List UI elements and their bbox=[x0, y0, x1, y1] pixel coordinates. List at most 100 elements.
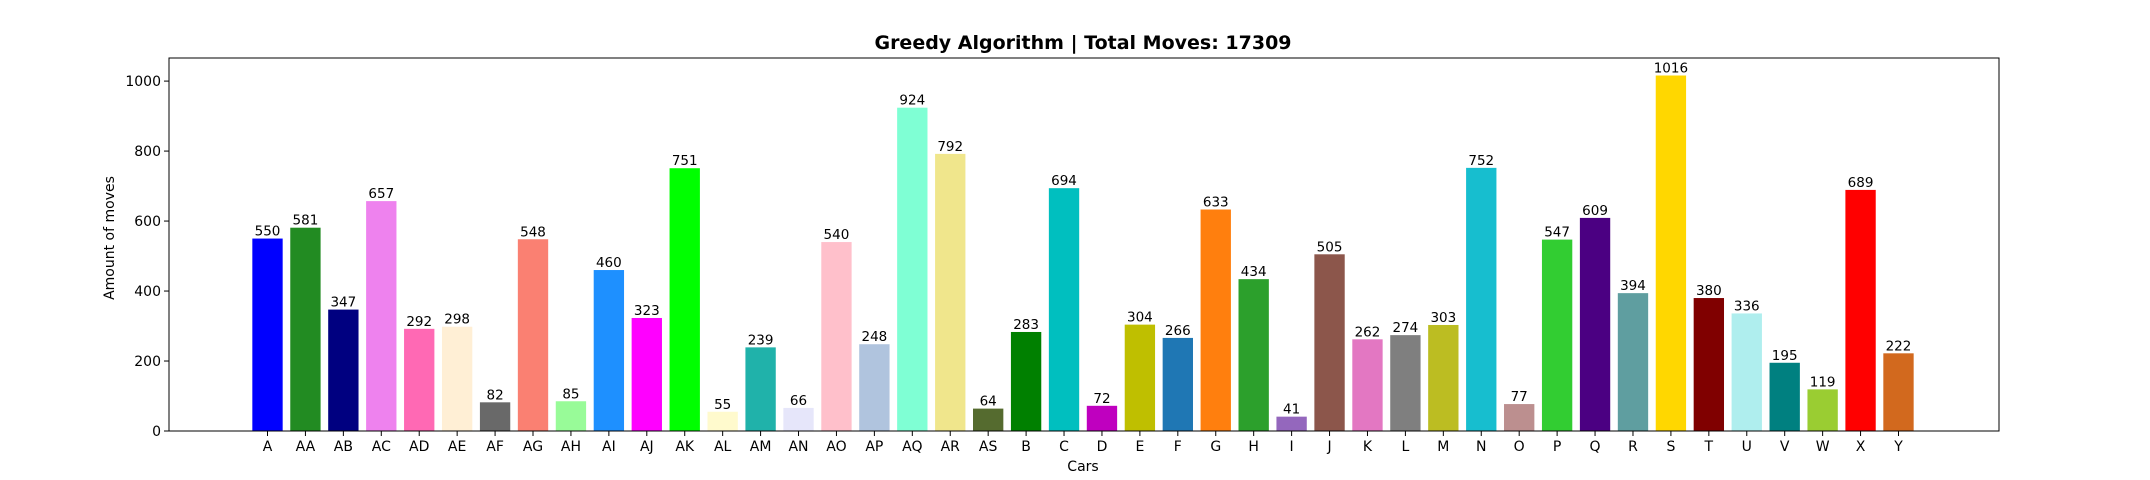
plot-frame bbox=[168, 57, 2000, 432]
x-tick-label-n: N bbox=[1476, 439, 1486, 455]
x-tick-label-v: V bbox=[1780, 439, 1790, 455]
x-tick-label-p: P bbox=[1553, 439, 1561, 455]
bar-n bbox=[1466, 167, 1497, 431]
x-tick-label-x: X bbox=[1856, 439, 1866, 455]
x-tick-label-f: F bbox=[1174, 439, 1182, 455]
bar-s bbox=[1655, 75, 1687, 431]
value-label-t: 380 bbox=[1696, 283, 1722, 299]
x-tick-label-j: J bbox=[1326, 439, 1331, 455]
value-label-aq: 924 bbox=[899, 93, 925, 109]
x-tick-label-ah: AH bbox=[561, 439, 581, 455]
value-label-o: 77 bbox=[1511, 389, 1528, 405]
value-label-ar: 792 bbox=[937, 139, 963, 155]
x-tick-label-c: C bbox=[1059, 439, 1069, 455]
value-label-r: 394 bbox=[1620, 278, 1646, 294]
value-label-ah: 85 bbox=[562, 386, 579, 402]
bar-p bbox=[1541, 239, 1573, 431]
x-tick-label-m: M bbox=[1437, 439, 1449, 455]
x-tick-label-aj: AJ bbox=[640, 439, 654, 455]
bar-u bbox=[1731, 313, 1762, 431]
value-label-h: 434 bbox=[1241, 264, 1267, 280]
x-tick-label-an: AN bbox=[788, 439, 808, 455]
value-label-aa: 581 bbox=[293, 213, 319, 229]
bar-ai bbox=[593, 270, 625, 431]
x-tick-label-am: AM bbox=[750, 439, 772, 455]
x-tick-label-i: I bbox=[1290, 439, 1294, 455]
x-tick-label-ak: AK bbox=[675, 439, 695, 455]
x-tick-label-al: AL bbox=[714, 439, 732, 455]
value-label-ai: 460 bbox=[596, 255, 622, 271]
value-label-ae: 298 bbox=[444, 312, 470, 328]
value-label-a: 550 bbox=[255, 224, 281, 240]
bar-ab bbox=[328, 309, 359, 431]
x-tick-label-ad: AD bbox=[409, 439, 429, 455]
x-tick-label-af: AF bbox=[486, 439, 504, 455]
bar-t bbox=[1693, 298, 1725, 431]
x-tick-label-ao: AO bbox=[826, 439, 846, 455]
x-axis-label: Cars bbox=[1067, 459, 1098, 475]
x-tick-label-ae: AE bbox=[448, 439, 466, 455]
x-tick-label-ap: AP bbox=[865, 439, 883, 455]
value-label-w: 119 bbox=[1810, 374, 1836, 390]
value-label-n: 752 bbox=[1468, 153, 1494, 169]
bar-ad bbox=[404, 328, 435, 431]
bar-aj bbox=[631, 317, 662, 431]
bar-y bbox=[1883, 353, 1914, 431]
plot-area: 550A581AA347AB657AC292AD298AE82AF548AG85… bbox=[125, 57, 2000, 455]
bar-k bbox=[1352, 339, 1383, 431]
value-label-ap: 248 bbox=[861, 329, 887, 345]
bar-w bbox=[1807, 389, 1838, 431]
x-tick-label-aa: AA bbox=[296, 439, 316, 455]
value-label-l: 274 bbox=[1393, 320, 1419, 336]
x-tick-label-h: H bbox=[1248, 439, 1259, 455]
value-label-al: 55 bbox=[714, 397, 731, 413]
bar-al bbox=[707, 411, 738, 431]
bar-ah bbox=[555, 401, 587, 431]
x-tick-label-e: E bbox=[1135, 439, 1144, 455]
bar-ac bbox=[366, 201, 397, 431]
bar-d bbox=[1086, 405, 1118, 431]
value-label-i: 41 bbox=[1283, 402, 1300, 418]
bar-as bbox=[973, 408, 1004, 431]
value-label-m: 303 bbox=[1430, 310, 1456, 326]
bar-ar bbox=[935, 153, 966, 431]
x-tick-label-ac: AC bbox=[372, 439, 391, 455]
value-label-d: 72 bbox=[1093, 391, 1110, 407]
bar-an bbox=[783, 407, 814, 431]
value-label-e: 304 bbox=[1127, 310, 1153, 326]
value-label-f: 266 bbox=[1165, 323, 1191, 339]
bar-r bbox=[1617, 293, 1649, 431]
bar-j bbox=[1314, 254, 1345, 431]
value-label-j: 505 bbox=[1317, 239, 1343, 255]
value-label-p: 547 bbox=[1544, 225, 1570, 241]
y-tick-label-1000: 1000 bbox=[125, 74, 161, 90]
x-tick-label-y: Y bbox=[1893, 439, 1903, 455]
value-label-k: 262 bbox=[1355, 324, 1381, 340]
value-label-af: 82 bbox=[486, 387, 503, 403]
y-tick-label-200: 200 bbox=[134, 354, 161, 370]
bar-ae bbox=[441, 326, 473, 431]
value-label-g: 633 bbox=[1203, 195, 1229, 211]
x-tick-label-ab: AB bbox=[334, 439, 353, 455]
value-label-ak: 751 bbox=[672, 153, 698, 169]
chart-title: Greedy Algorithm | Total Moves: 17309 bbox=[874, 32, 1291, 54]
bar-ap bbox=[859, 344, 890, 431]
y-tick-label-600: 600 bbox=[134, 214, 161, 230]
bar-ag bbox=[517, 239, 549, 431]
bar-ao bbox=[821, 242, 852, 431]
value-label-aj: 323 bbox=[634, 303, 660, 319]
x-tick-label-k: K bbox=[1363, 439, 1373, 455]
value-label-am: 239 bbox=[748, 332, 774, 348]
bar-m bbox=[1428, 324, 1459, 431]
x-tick-label-o: O bbox=[1514, 439, 1525, 455]
x-tick-label-l: L bbox=[1401, 439, 1409, 455]
x-tick-label-u: U bbox=[1742, 439, 1752, 455]
bar-x bbox=[1845, 189, 1876, 431]
bar-b bbox=[1010, 331, 1042, 431]
value-label-as: 64 bbox=[980, 394, 997, 410]
value-label-u: 336 bbox=[1734, 298, 1760, 314]
bar-a bbox=[252, 238, 283, 431]
y-tick-label-800: 800 bbox=[134, 144, 161, 160]
y-tick-label-400: 400 bbox=[134, 284, 161, 300]
